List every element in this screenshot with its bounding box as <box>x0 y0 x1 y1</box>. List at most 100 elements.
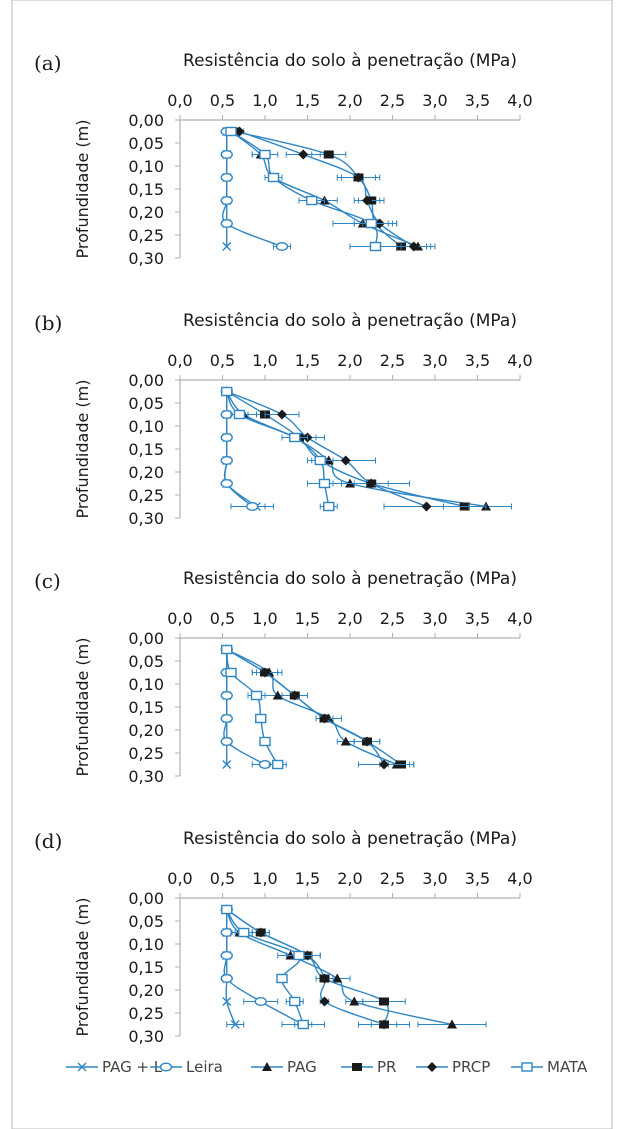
y-tick-label: 0,10 <box>128 157 164 176</box>
data-point <box>289 432 301 443</box>
x-tick-label: 0,5 <box>210 869 235 888</box>
chart-panel: (a) Resistência do solo à penetração (MPa… <box>34 51 533 268</box>
x-tick-label: 3,5 <box>465 609 490 628</box>
chart-title: Resistência do solo à penetração (MPa) <box>183 569 517 589</box>
series-pag <box>221 386 512 511</box>
series-line <box>222 131 283 248</box>
data-point <box>319 973 330 984</box>
x-tick-label: 2,0 <box>337 91 362 110</box>
data-point <box>447 1019 457 1029</box>
data-point <box>220 149 233 159</box>
series-pr <box>221 387 487 511</box>
data-point <box>408 241 419 252</box>
legend-item: PAG + L <box>66 1058 163 1076</box>
series-line <box>226 390 465 508</box>
x-tick-label: 1,0 <box>252 351 277 370</box>
y-tick-label: 0,10 <box>128 935 164 954</box>
legend-marker <box>77 1062 87 1072</box>
data-point <box>220 714 233 724</box>
data-point <box>289 996 301 1007</box>
y-tick-label: 0,15 <box>128 440 164 459</box>
y-tick-label: 0,25 <box>128 226 164 245</box>
legend-item: MATA <box>511 1058 588 1076</box>
series-pag-l <box>222 905 245 1029</box>
series-mata <box>221 386 342 512</box>
legend-label: Leira <box>186 1058 223 1076</box>
y-tick-label: 0,30 <box>128 249 164 268</box>
data-point <box>379 759 389 770</box>
x-tick-label: 2,0 <box>337 351 362 370</box>
x-tick-label: 2,5 <box>380 351 405 370</box>
data-point <box>220 479 233 489</box>
data-point <box>222 760 232 769</box>
x-tick-label: 0,0 <box>167 609 192 628</box>
series-line <box>226 391 487 508</box>
y-tick-label: 0,20 <box>128 721 164 740</box>
y-tick-label: 0,30 <box>128 767 164 786</box>
chart-panel: (d) Resistência do solo à penetração (MPa… <box>34 829 533 1046</box>
y-tick-label: 0,10 <box>128 417 164 436</box>
data-point <box>255 713 267 724</box>
x-tick-label: 1,0 <box>252 609 277 628</box>
y-tick-label: 0,20 <box>128 463 164 482</box>
data-point <box>353 172 364 183</box>
data-point <box>230 1020 240 1029</box>
legend-label: PAG + L <box>102 1058 163 1076</box>
data-point <box>272 759 284 770</box>
y-tick-label: 0,15 <box>128 698 164 717</box>
legend-marker <box>521 1062 533 1072</box>
y-tick-label: 0,05 <box>128 394 164 413</box>
series-leira <box>220 905 325 1030</box>
x-tick-label: 1,5 <box>295 609 320 628</box>
series-line <box>224 391 253 508</box>
data-point <box>298 149 309 160</box>
data-point <box>323 501 335 512</box>
x-tick-label: 3,5 <box>465 869 490 888</box>
legend-marker <box>159 1062 173 1072</box>
data-point <box>220 951 233 961</box>
x-tick-label: 2,0 <box>337 869 362 888</box>
data-point <box>220 691 233 701</box>
x-tick-label: 2,5 <box>380 91 405 110</box>
series-leira <box>220 126 291 251</box>
series-mata <box>221 644 287 770</box>
series-line <box>226 909 453 1026</box>
data-point <box>220 737 233 747</box>
data-point <box>323 150 334 159</box>
data-point <box>259 736 271 747</box>
x-tick-label: 1,5 <box>295 91 320 110</box>
y-tick-label: 0,30 <box>128 509 164 528</box>
data-point <box>297 1019 309 1030</box>
series-prcp <box>221 644 410 770</box>
data-point <box>379 997 389 1006</box>
y-tick-label: 0,10 <box>128 675 164 694</box>
series-line <box>239 130 415 248</box>
panel-label: (b) <box>34 311 62 335</box>
data-point <box>225 667 237 678</box>
series-line <box>226 908 385 1026</box>
x-tick-label: 0,0 <box>167 91 192 110</box>
data-point <box>233 409 246 420</box>
series-line <box>223 649 266 766</box>
y-tick-label: 0,05 <box>128 652 164 671</box>
y-tick-label: 0,00 <box>128 111 164 130</box>
data-point <box>332 973 343 983</box>
legend-label: PR <box>377 1058 396 1076</box>
data-point <box>366 478 377 489</box>
y-axis-label: Profundidade (m) <box>73 119 92 258</box>
data-point <box>220 456 233 466</box>
data-point <box>220 172 233 182</box>
data-point <box>319 713 330 724</box>
data-point <box>362 736 372 747</box>
data-point <box>221 644 233 655</box>
series-pag <box>221 904 487 1029</box>
x-tick-label: 3,0 <box>422 91 447 110</box>
data-point <box>254 997 267 1007</box>
x-tick-label: 0,5 <box>210 351 235 370</box>
data-point <box>272 690 283 700</box>
x-tick-label: 3,0 <box>422 609 447 628</box>
data-point <box>220 433 233 443</box>
y-tick-label: 0,05 <box>128 912 164 931</box>
series-line <box>223 909 304 1026</box>
x-tick-label: 0,0 <box>167 351 192 370</box>
